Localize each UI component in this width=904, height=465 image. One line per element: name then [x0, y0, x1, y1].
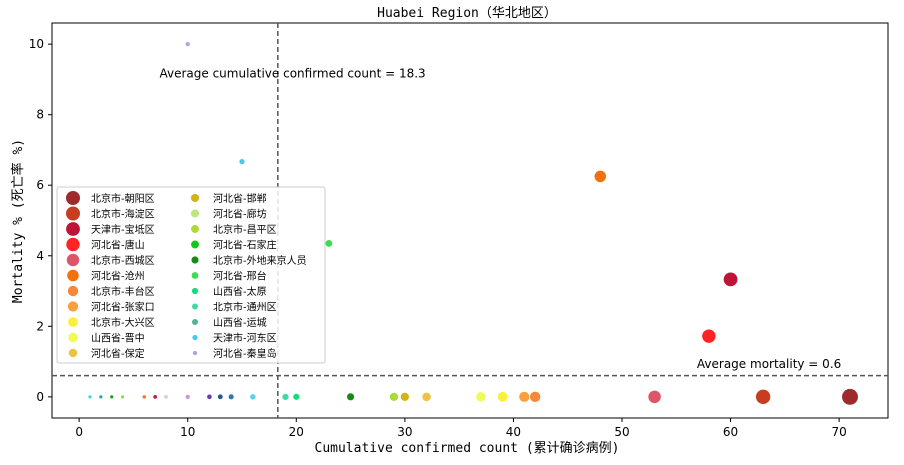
legend-marker — [191, 303, 199, 310]
x-tick-label: 10 — [180, 425, 195, 439]
y-tick-label: 8 — [36, 108, 44, 122]
legend-label: 北京市-丰台区 — [91, 285, 155, 298]
legend-label: 河北省-石家庄 — [213, 239, 277, 252]
data-point — [529, 391, 541, 403]
legend-label: 山西省-太原 — [213, 285, 267, 298]
data-point — [390, 392, 398, 401]
legend-label: 河北省-保定 — [91, 347, 145, 360]
legend-marker — [66, 206, 80, 221]
legend-label: 北京市-大兴区 — [91, 316, 155, 329]
x-tick-label: 70 — [832, 425, 847, 439]
legend-marker — [67, 285, 79, 297]
data-point — [207, 394, 212, 400]
data-point — [142, 395, 147, 399]
legend-label: 河北省-廊坊 — [213, 208, 267, 221]
legend-marker — [191, 225, 199, 233]
legend-marker — [66, 191, 80, 205]
legend-label: 天津市-河东区 — [213, 332, 277, 345]
y-tick-label: 6 — [36, 178, 44, 192]
x-tick-label: 50 — [614, 425, 629, 439]
data-point — [842, 388, 858, 405]
legend-box — [56, 186, 326, 364]
data-point — [282, 393, 289, 400]
legend-marker — [68, 332, 78, 343]
data-point — [723, 272, 738, 287]
data-point — [250, 394, 256, 400]
legend-marker — [67, 269, 79, 282]
legend-label: 河北省-秦皇岛 — [213, 347, 277, 360]
x-tick-label: 0 — [75, 425, 83, 439]
data-point — [519, 391, 530, 402]
legend-marker — [191, 272, 199, 279]
data-point — [648, 390, 661, 404]
data-point — [99, 395, 103, 399]
data-point — [497, 391, 508, 402]
legend-label: 河北省-邢台 — [213, 270, 267, 283]
data-point — [755, 389, 771, 405]
legend-label: 河北省-张家口 — [91, 301, 155, 314]
legend-marker — [190, 193, 200, 203]
data-point — [594, 170, 607, 183]
data-point — [702, 329, 716, 343]
data-point — [346, 393, 355, 401]
legend-marker — [192, 350, 198, 356]
data-point — [422, 392, 431, 402]
x-axis-title: Cumulative confirmed count (累计确诊病例) — [315, 441, 620, 456]
x-tick-label: 20 — [289, 425, 304, 439]
legend-marker — [191, 240, 199, 249]
legend-marker — [192, 334, 198, 341]
legend-marker — [191, 287, 199, 295]
legend-label: 北京市-昌平区 — [213, 223, 277, 236]
data-point — [185, 394, 190, 399]
avg-confirmed-annotation: Average cumulative confirmed count = 18.… — [159, 67, 425, 81]
data-point — [185, 42, 190, 47]
data-point — [217, 394, 223, 400]
plot-frame — [51, 22, 889, 419]
legend-label: 河北省-沧州 — [91, 270, 145, 283]
legend-marker — [66, 237, 80, 252]
y-tick-label: 10 — [29, 37, 44, 51]
data-point — [110, 395, 114, 399]
data-point — [120, 395, 125, 399]
data-point — [164, 394, 168, 399]
data-point — [400, 392, 409, 401]
plot-area: 0 10 20 30 40 50 60 70 0 2 4 6 8 10 Average cumulative… — [29, 22, 889, 439]
legend-marker — [190, 209, 200, 218]
x-tick-label: 30 — [397, 425, 412, 439]
avg-mortality-annotation: Average mortality = 0.6 — [697, 357, 841, 371]
legend-label: 河北省-唐山 — [91, 239, 145, 252]
legend-label: 山西省-晋中 — [91, 332, 145, 345]
legend-label: 北京市-海淀区 — [91, 208, 155, 221]
legend-marker — [191, 318, 199, 326]
legend-label: 山西省-运城 — [213, 316, 267, 329]
legend-marker — [191, 256, 199, 264]
data-point — [228, 394, 234, 400]
legend-label: 北京市-外地来京人员 — [213, 254, 307, 267]
legend: 北京市-朝阳区北京市-海淀区天津市-宝坻区河北省-唐山北京市-西城区河北省-沧州… — [56, 186, 326, 364]
y-tick-label: 0 — [36, 390, 44, 404]
legend-marker — [68, 317, 78, 327]
data-point — [239, 158, 245, 165]
data-point — [153, 394, 158, 399]
legend-label: 北京市-朝阳区 — [91, 192, 155, 205]
legend-marker — [68, 348, 78, 358]
x-tick-label: 60 — [723, 425, 738, 439]
y-axis-title: Mortality % (死亡率 %) — [10, 139, 26, 303]
data-point — [293, 393, 300, 400]
legend-marker — [66, 253, 80, 267]
chart-title: Huabei Region（华北地区） — [377, 6, 557, 21]
y-tick-label: 4 — [36, 249, 44, 263]
legend-marker — [67, 301, 79, 312]
legend-label: 北京市-通州区 — [213, 301, 277, 314]
data-point — [476, 392, 486, 402]
data-point — [325, 240, 333, 247]
x-tick-label: 40 — [506, 425, 521, 439]
data-point — [88, 395, 92, 399]
legend-label: 北京市-西城区 — [91, 254, 155, 267]
legend-label: 河北省-邯郸 — [213, 192, 267, 205]
y-tick-label: 2 — [36, 319, 44, 333]
legend-marker — [66, 222, 80, 236]
legend-label: 天津市-宝坻区 — [91, 223, 155, 236]
